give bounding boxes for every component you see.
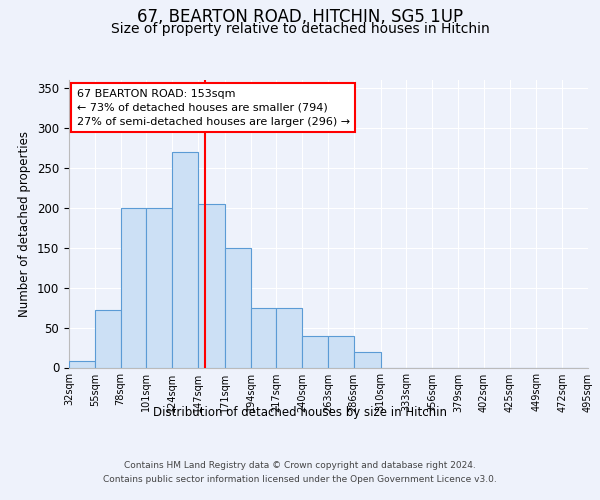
Text: Size of property relative to detached houses in Hitchin: Size of property relative to detached ho…	[110, 22, 490, 36]
Bar	[225, 248, 251, 368]
Bar	[354, 352, 380, 368]
Bar	[121, 208, 146, 368]
Bar	[277, 308, 302, 368]
Text: 67 BEARTON ROAD: 153sqm
← 73% of detached houses are smaller (794)
27% of semi-d: 67 BEARTON ROAD: 153sqm ← 73% of detache…	[77, 88, 350, 126]
Bar	[302, 336, 328, 368]
Bar	[172, 152, 198, 368]
Text: Contains HM Land Registry data © Crown copyright and database right 2024.
Contai: Contains HM Land Registry data © Crown c…	[103, 462, 497, 483]
Y-axis label: Number of detached properties: Number of detached properties	[19, 130, 31, 317]
Bar	[146, 208, 172, 368]
Bar	[251, 308, 277, 368]
Text: 67, BEARTON ROAD, HITCHIN, SG5 1UP: 67, BEARTON ROAD, HITCHIN, SG5 1UP	[137, 8, 463, 26]
Bar	[198, 204, 225, 368]
Bar	[95, 310, 121, 368]
Text: Distribution of detached houses by size in Hitchin: Distribution of detached houses by size …	[153, 406, 447, 419]
Bar	[328, 336, 354, 368]
Bar	[69, 361, 95, 368]
